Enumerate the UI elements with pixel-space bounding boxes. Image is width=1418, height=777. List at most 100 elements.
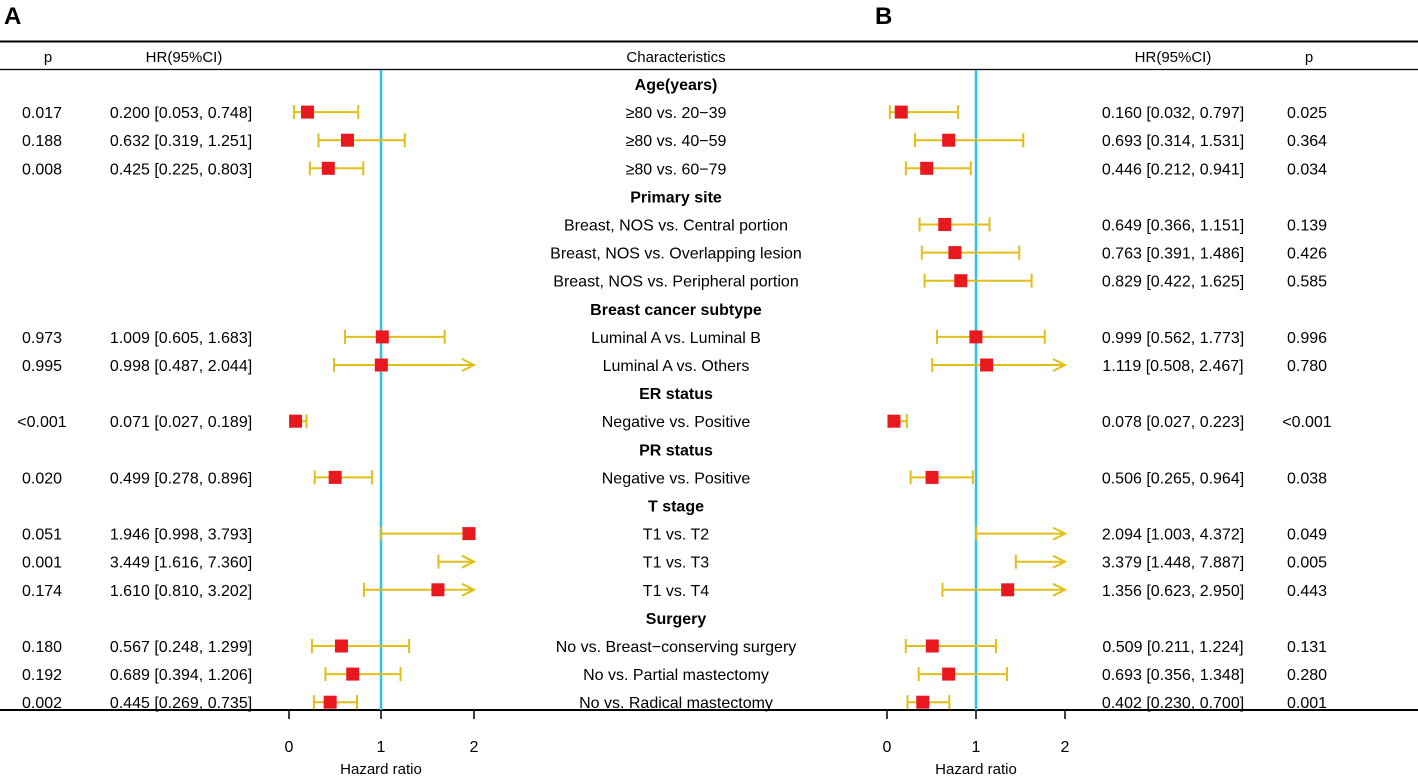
p-value-a: 0.188	[22, 133, 62, 150]
p-value-a: 0.192	[22, 667, 62, 684]
ci-arrow-a	[461, 582, 477, 597]
hr-marker-a	[346, 667, 360, 681]
hr-ci-text-a: 0.071 [0.027, 0.189]	[110, 414, 252, 431]
hr-header-a: HR(95%CI)	[146, 49, 223, 66]
group-row: Primary site	[630, 189, 722, 206]
x-axis-label-a: Hazard ratio	[340, 761, 422, 777]
hr-header-b: HR(95%CI)	[1135, 49, 1212, 66]
p-value-b: 0.001	[1287, 695, 1327, 712]
group-row: Surgery	[646, 611, 707, 628]
p-value-b: 0.025	[1287, 105, 1327, 122]
hr-marker-b	[1001, 583, 1015, 597]
hr-marker-b	[887, 414, 901, 428]
x-tick-label-b-2: 2	[1061, 739, 1070, 756]
x-tick-label-b-1: 1	[972, 739, 981, 756]
hr-ci-text-b: 0.829 [0.422, 1.625]	[1102, 274, 1244, 291]
hr-ci-text-b: 0.402 [0.230, 0.700]	[1102, 695, 1244, 712]
characteristic-label: No vs. Radical mastectomy	[579, 695, 773, 712]
p-value-a: 0.973	[22, 330, 62, 347]
characteristic-label: Breast, NOS vs. Central portion	[564, 218, 788, 235]
data-row: ≥80 vs. 20−39 0.017 0.200 [0.053, 0.748] 0.…	[22, 105, 1327, 122]
data-row: ≥80 vs. 40−59 0.188 0.632 [0.319, 1.251] 0.…	[22, 133, 1327, 150]
hr-ci-text-b: 1.119 [0.508, 2.467]	[1102, 358, 1243, 375]
x-tick-label-a-2: 2	[470, 739, 479, 756]
hr-ci-text-a: 0.200 [0.053, 0.748]	[110, 105, 252, 122]
data-row: Luminal A vs. Others 0.995 0.998 [0.487, 2…	[22, 358, 1327, 375]
p-value-b: 0.426	[1287, 246, 1327, 263]
p-value-b: 0.038	[1287, 470, 1327, 487]
x-axis-label-b: Hazard ratio	[935, 761, 1017, 777]
characteristic-label: T1 vs. T3	[643, 555, 709, 572]
forest-rows: Age(years) ≥80 vs. 20−39 0.017 0.200 [0.053…	[17, 77, 1331, 712]
hr-marker-a	[334, 639, 348, 653]
ci-arrow-b	[1052, 526, 1068, 541]
p-value-a: 0.180	[22, 639, 62, 656]
hr-marker-a	[462, 527, 476, 541]
hr-marker-b	[925, 470, 939, 484]
characteristic-label: Luminal A vs. Others	[603, 358, 750, 375]
hr-ci-text-a: 0.632 [0.319, 1.251]	[110, 133, 252, 150]
x-tick-label-a-0: 0	[285, 739, 294, 756]
hr-ci-text-b: 2.094 [1.003, 4.372]	[1102, 527, 1244, 544]
p-value-b: 0.585	[1287, 274, 1327, 291]
p-value-b: 0.049	[1287, 527, 1327, 544]
p-value-a: 0.995	[22, 358, 62, 375]
hr-marker-a	[289, 414, 303, 428]
data-row: Negative vs. Positive 0.020 0.499 [0.278, …	[22, 470, 1327, 487]
ci-arrow-a	[461, 554, 477, 569]
characteristic-label: T1 vs. T4	[643, 583, 709, 600]
group-label: Primary site	[630, 189, 722, 206]
hr-marker-b	[969, 330, 983, 344]
characteristic-label: No vs. Partial mastectomy	[583, 667, 769, 684]
hr-ci-text-a: 1.946 [0.998, 3.793]	[110, 527, 252, 544]
hr-marker-b	[942, 133, 956, 147]
hr-ci-text-b: 0.506 [0.265, 0.964]	[1102, 470, 1244, 487]
hr-marker-b	[942, 667, 956, 681]
hr-marker-a	[374, 358, 388, 372]
hr-marker-b	[938, 218, 952, 231]
data-row: T1 vs. T4 0.174 1.610 [0.810, 3.202] 0.443 1…	[22, 582, 1327, 600]
data-row: Breast, NOS vs. Central portion 0.139 0.64…	[564, 217, 1327, 235]
p-value-b: 0.280	[1287, 667, 1327, 684]
p-value-a: 0.020	[22, 470, 62, 487]
hr-ci-text-a: 0.499 [0.278, 0.896]	[110, 470, 252, 487]
hr-ci-text-b: 0.160 [0.032, 0.797]	[1102, 105, 1244, 122]
p-value-b: 0.996	[1287, 330, 1327, 347]
hr-ci-text-b: 0.693 [0.314, 1.531]	[1102, 133, 1244, 150]
hr-marker-a	[321, 161, 335, 175]
group-label: Breast cancer subtype	[590, 302, 762, 319]
p-value-a: <0.001	[17, 414, 66, 431]
hr-ci-text-b: 1.356 [0.623, 2.950]	[1102, 583, 1244, 600]
data-row: Breast, NOS vs. Overlapping lesion 0.426 0…	[550, 245, 1327, 263]
p-value-a: 0.001	[22, 555, 62, 572]
ci-arrow-b	[1052, 358, 1068, 372]
hr-ci-text-a: 1.009 [0.605, 1.683]	[110, 330, 252, 347]
data-row: T1 vs. T2 0.051 1.946 [0.998, 3.793] 0.049 2…	[22, 526, 1327, 544]
hr-ci-text-a: 0.689 [0.394, 1.206]	[110, 667, 252, 684]
data-row: ≥80 vs. 60−79 0.008 0.425 [0.225, 0.803] 0.…	[22, 161, 1327, 178]
hr-ci-text-a: 0.998 [0.487, 2.044]	[110, 358, 252, 375]
x-axis-a: 0 1 2 Hazard ratio	[285, 709, 479, 777]
group-label: PR status	[639, 442, 713, 459]
data-row: Negative vs. Positive <0.001 0.071 [0.027,…	[17, 414, 1332, 431]
hr-ci-text-b: 0.763 [0.391, 1.486]	[1102, 246, 1244, 263]
hr-marker-b	[954, 274, 968, 288]
hr-marker-a	[375, 330, 389, 344]
p-value-b: 0.139	[1287, 218, 1327, 235]
hr-ci-text-b: 0.999 [0.562, 1.773]	[1102, 330, 1244, 347]
group-label: Surgery	[646, 611, 707, 628]
p-value-b: 0.005	[1287, 555, 1327, 572]
panel-b-letter: B	[875, 3, 892, 30]
group-row: T stage	[648, 499, 704, 516]
hr-ci-text-a: 3.449 [1.616, 7.360]	[110, 555, 252, 572]
hr-ci-text-b: 0.693 [0.356, 1.348]	[1102, 667, 1244, 684]
p-value-a: 0.002	[22, 695, 62, 712]
data-row: No vs. Breast−conserving surgery 0.180 0.5…	[22, 639, 1327, 656]
data-row: Breast, NOS vs. Peripheral portion 0.585 0…	[553, 273, 1327, 291]
hr-marker-b	[925, 639, 939, 653]
group-row: PR status	[639, 442, 713, 459]
group-row: Age(years)	[635, 77, 718, 94]
group-label: T stage	[648, 499, 704, 516]
hr-marker-a	[431, 583, 445, 597]
